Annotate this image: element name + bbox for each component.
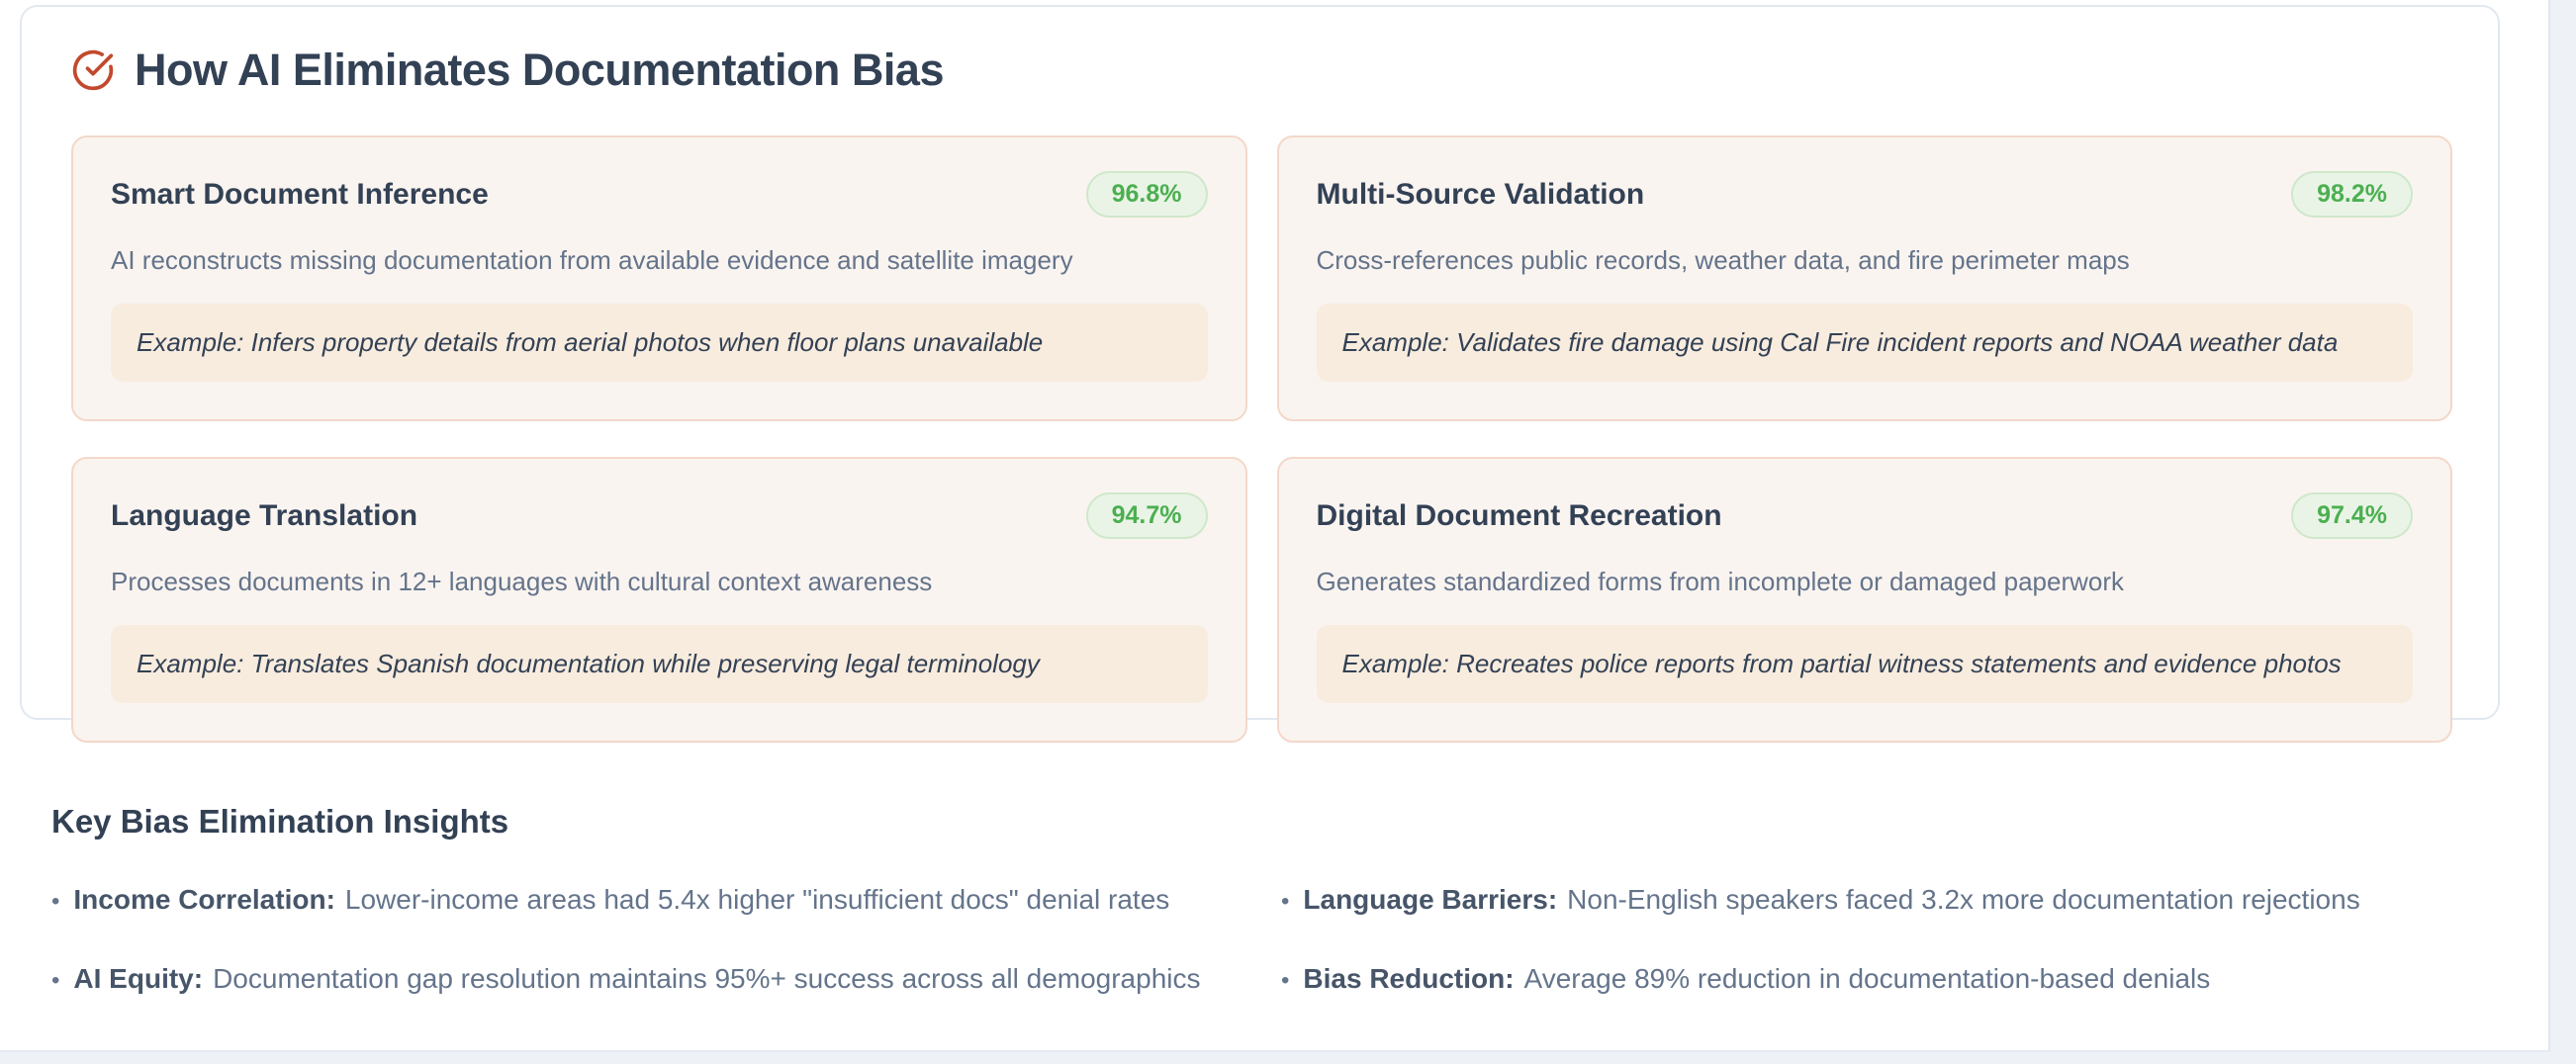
card-description: Cross-references public records, weather… [1316,245,2130,275]
insight-label: AI Equity: [73,963,204,995]
feature-card: Multi-Source Validation 98.2% Cross-refe… [1276,135,2452,421]
card-title: Language Translation [111,498,418,532]
insight-label: Income Correlation: [73,884,335,915]
insight-item: • AI Equity: Documentation gap resolutio… [51,961,1281,997]
insight-text: Non-English speakers faced 3.2x more doc… [1567,884,2360,915]
feature-cards-grid: Smart Document Inference 96.8% AI recons… [71,135,2452,743]
feature-card: Smart Document Inference 96.8% AI recons… [71,135,1247,421]
insight-item: • Language Barriers: Non-English speaker… [1281,882,2505,918]
accuracy-badge: 98.2% [2291,171,2413,218]
accuracy-badge: 97.4% [2291,492,2413,539]
panel-header: How AI Eliminates Documentation Bias [71,44,2452,96]
card-example: Example: Translates Spanish documentatio… [111,625,1208,703]
insights-grid: • Income Correlation: Lower-income areas… [51,882,2505,998]
feature-card: Language Translation 94.7% Processes doc… [71,457,1247,743]
card-header: Smart Document Inference 96.8% [111,171,1208,218]
card-header: Language Translation 94.7% [111,492,1208,539]
insight-text: Average 89% reduction in documentation-b… [1523,963,2211,995]
card-header: Digital Document Recreation 97.4% [1316,492,2413,539]
insight-text: Lower-income areas had 5.4x higher "insu… [344,884,1170,915]
card-example: Example: Recreates police reports from p… [1316,625,2413,703]
accuracy-badge: 96.8% [1085,171,1208,218]
bullet-icon: • [51,967,60,995]
check-circle-icon [71,48,115,92]
card-description: Generates standardized forms from incomp… [1316,567,2125,596]
bullet-icon: • [1281,967,1290,995]
insight-label: Bias Reduction: [1303,963,1515,995]
insights-title: Key Bias Elimination Insights [51,803,509,840]
insight-text: Documentation gap resolution maintains 9… [213,963,1201,995]
card-description: AI reconstructs missing documentation fr… [111,245,1073,275]
card-header: Multi-Source Validation 98.2% [1316,171,2413,218]
card-title: Smart Document Inference [111,177,489,211]
bullet-icon: • [1281,888,1290,915]
card-example: Example: Infers property details from ae… [111,304,1208,382]
card-title: Multi-Source Validation [1316,177,1645,211]
insight-label: Language Barriers: [1303,884,1558,915]
feature-card: Digital Document Recreation 97.4% Genera… [1276,457,2452,743]
content-area: How AI Eliminates Documentation Bias Sma… [0,0,2550,1052]
card-example: Example: Validates fire damage using Cal… [1316,304,2413,382]
accuracy-badge: 94.7% [1085,492,1208,539]
documentation-bias-panel: How AI Eliminates Documentation Bias Sma… [20,5,2500,743]
insight-item: • Bias Reduction: Average 89% reduction … [1281,961,2505,997]
insight-item: • Income Correlation: Lower-income areas… [51,882,1281,918]
card-title: Digital Document Recreation [1316,498,1722,532]
bullet-icon: • [51,888,60,915]
insights-section: Key Bias Elimination Insights • Income C… [51,803,2505,998]
panel-title: How AI Eliminates Documentation Bias [135,44,944,95]
card-description: Processes documents in 12+ languages wit… [111,567,933,596]
